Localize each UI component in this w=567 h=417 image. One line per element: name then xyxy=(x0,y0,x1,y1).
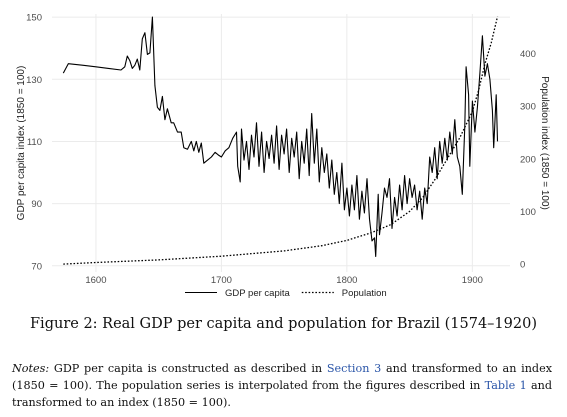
y-right-tick-label: 400 xyxy=(520,49,536,60)
notes-text-2: and transformed to an index (1850 = 100)… xyxy=(12,362,553,392)
y-left-axis-label: GDP per capita index (1850 = 100) xyxy=(16,66,27,221)
y-left-tick-label: 130 xyxy=(26,75,42,86)
x-tick-label: 1900 xyxy=(462,275,483,286)
y-left-tick-label: 90 xyxy=(31,199,42,210)
y-right-tick-label: 300 xyxy=(520,102,536,113)
y-right-axis-label: Population index (1850 = 100) xyxy=(539,76,550,210)
y-right-tick-label: 0 xyxy=(520,260,525,271)
section-3-link[interactable]: Section 3 xyxy=(326,362,382,375)
y-right-tick-label: 100 xyxy=(520,207,536,218)
series-line-population xyxy=(63,16,499,265)
chart-svg: 1600 1700 1800 1900 70 90 110 130 150 0 100 200 300 4… xyxy=(16,13,550,299)
notes-text-3: and transformed to an index (1850 = 100)… xyxy=(12,379,553,409)
notes-lead: Notes: xyxy=(12,362,50,375)
notes-text-1: GDP per capita is constructed as describ… xyxy=(49,362,327,375)
legend-label-population: Population xyxy=(342,288,387,299)
series-line-gdp-per-capita xyxy=(62,16,499,258)
x-tick-label: 1800 xyxy=(336,275,357,286)
figure-notes: Notes: GDP per capita is constructed as … xyxy=(12,360,552,411)
legend-label-gdp-per-capita: GDP per capita xyxy=(225,288,290,299)
figure-caption: Figure 2: Real GDP per capita and popula… xyxy=(30,316,537,332)
x-tick-label: 1600 xyxy=(85,275,106,286)
x-tick-label: 1700 xyxy=(211,275,232,286)
y-left-tick-label: 110 xyxy=(27,137,42,148)
y-left-tick-label: 150 xyxy=(26,13,42,24)
y-left-tick-label: 70 xyxy=(31,261,42,272)
table-1-link[interactable]: Table 1 xyxy=(484,379,527,392)
y-right-tick-label: 200 xyxy=(520,154,536,165)
